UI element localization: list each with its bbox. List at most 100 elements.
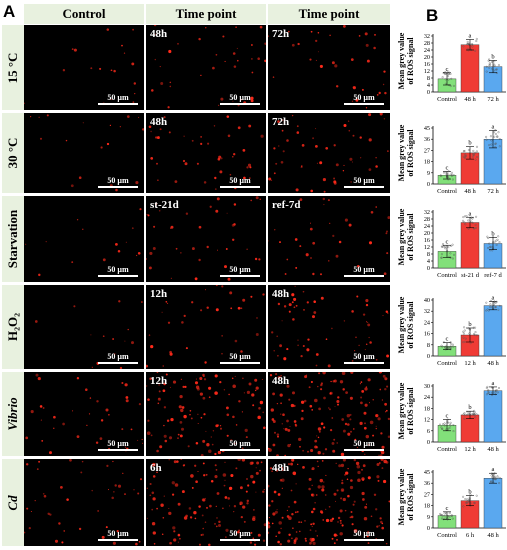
scale-bar: 50 µm xyxy=(344,439,384,451)
significance-letter: b xyxy=(491,54,494,61)
data-point xyxy=(447,178,450,181)
data-point xyxy=(464,157,467,159)
data-point xyxy=(473,413,476,415)
data-point xyxy=(475,40,478,42)
data-point xyxy=(475,215,478,218)
data-point xyxy=(462,336,465,339)
x-tick-label: 72 h xyxy=(487,188,499,195)
data-point xyxy=(449,421,452,424)
scale-bar-line xyxy=(344,186,384,188)
data-point xyxy=(452,424,455,427)
data-point xyxy=(450,515,453,517)
data-point xyxy=(475,150,478,153)
ros-signal-dots xyxy=(24,28,137,105)
data-point xyxy=(485,309,488,312)
y-tick-label: 4 xyxy=(427,82,430,89)
row-label-text: H₂O₂ xyxy=(5,312,20,342)
x-tick-label: 12 h xyxy=(464,360,476,367)
data-point xyxy=(451,178,454,181)
data-point xyxy=(447,516,450,519)
x-tick-label: 48 h xyxy=(487,532,499,539)
data-point xyxy=(449,348,452,351)
data-point xyxy=(488,66,491,69)
y-axis-label: Mean grey value of ROS signal xyxy=(396,206,416,268)
data-point xyxy=(491,61,494,63)
data-point xyxy=(447,78,450,81)
data-point xyxy=(487,237,490,239)
data-point xyxy=(473,502,476,505)
scale-bar-line xyxy=(98,103,138,105)
micrograph: 12h 50 µm xyxy=(146,372,266,456)
data-point xyxy=(463,417,466,420)
data-point xyxy=(467,219,470,222)
ros-signal-dots xyxy=(146,372,266,456)
data-point xyxy=(465,414,468,416)
data-point xyxy=(444,82,447,85)
data-point xyxy=(447,246,450,249)
row-label: Starvation xyxy=(2,196,24,282)
data-point xyxy=(441,345,444,348)
data-point xyxy=(450,244,453,247)
scale-bar: 50 µm xyxy=(98,352,138,364)
header-time-point-2: Time point xyxy=(268,4,390,24)
y-tick-label: 45 xyxy=(424,125,430,132)
y-axis-label: Mean grey value of ROS signal xyxy=(396,30,416,92)
significance-letter: c xyxy=(446,66,449,73)
y-tick-label: 6 xyxy=(427,428,430,435)
scale-bar-line xyxy=(98,275,138,277)
y-tick-label: 27 xyxy=(424,147,430,154)
time-point-label: 48h xyxy=(272,288,290,300)
data-point xyxy=(450,514,453,517)
data-point xyxy=(487,392,490,395)
data-point xyxy=(488,62,491,65)
data-point xyxy=(439,423,441,426)
data-point xyxy=(490,143,493,146)
data-point xyxy=(485,135,488,138)
data-point xyxy=(494,389,497,392)
data-point xyxy=(443,73,446,75)
y-axis-label-text: Mean grey value of ROS signal xyxy=(397,468,415,526)
data-point xyxy=(485,65,488,68)
data-point xyxy=(449,341,452,344)
data-point xyxy=(491,246,494,249)
data-point xyxy=(474,416,477,419)
data-point xyxy=(451,517,454,520)
scale-bar: 50 µm xyxy=(220,176,260,188)
scale-bar-text: 50 µm xyxy=(107,529,129,538)
x-tick-label: 48 h xyxy=(464,188,476,195)
time-point-label: 48h xyxy=(150,116,168,128)
significance-letter: a xyxy=(492,466,495,473)
data-point xyxy=(498,145,501,148)
data-point xyxy=(464,498,467,500)
micrograph: 6h 50 µm xyxy=(146,459,266,546)
ros-signal-dots xyxy=(268,25,387,109)
data-point xyxy=(494,302,497,304)
x-tick-label: ref-7 d xyxy=(484,272,502,279)
significance-letter: a xyxy=(469,210,472,217)
data-point xyxy=(471,217,474,220)
data-point xyxy=(449,173,452,176)
scale-bar: 50 µm xyxy=(220,352,260,364)
data-point xyxy=(485,138,488,141)
time-point-label: st-21d xyxy=(150,199,179,211)
data-point xyxy=(474,151,477,154)
micrograph: 72h 50 µm xyxy=(268,113,390,193)
significance-letter: a xyxy=(492,294,495,301)
data-point xyxy=(473,501,476,504)
data-point xyxy=(451,243,454,246)
data-point xyxy=(448,512,451,515)
data-point xyxy=(467,413,470,416)
data-point xyxy=(498,482,501,485)
scale-bar: 50 µm xyxy=(98,176,138,188)
y-tick-label: 8 xyxy=(427,251,430,258)
data-point xyxy=(450,174,453,176)
x-tick-label: 12 h xyxy=(464,446,476,453)
x-tick-label: st-21 d xyxy=(461,272,480,279)
data-point xyxy=(449,345,452,348)
row-label: 30 °C xyxy=(2,113,24,193)
data-point xyxy=(487,389,490,392)
y-tick-label: 4 xyxy=(427,258,430,265)
scale-bar: 50 µm xyxy=(344,352,384,364)
data-point xyxy=(450,77,453,80)
